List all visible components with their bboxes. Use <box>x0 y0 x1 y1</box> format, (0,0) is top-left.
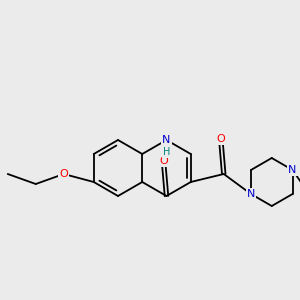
Text: O: O <box>216 134 225 144</box>
Text: H: H <box>163 147 170 157</box>
Text: O: O <box>159 156 168 166</box>
Text: N: N <box>162 135 171 145</box>
Text: O: O <box>59 169 68 179</box>
Text: N: N <box>288 165 297 175</box>
Text: N: N <box>247 189 255 199</box>
